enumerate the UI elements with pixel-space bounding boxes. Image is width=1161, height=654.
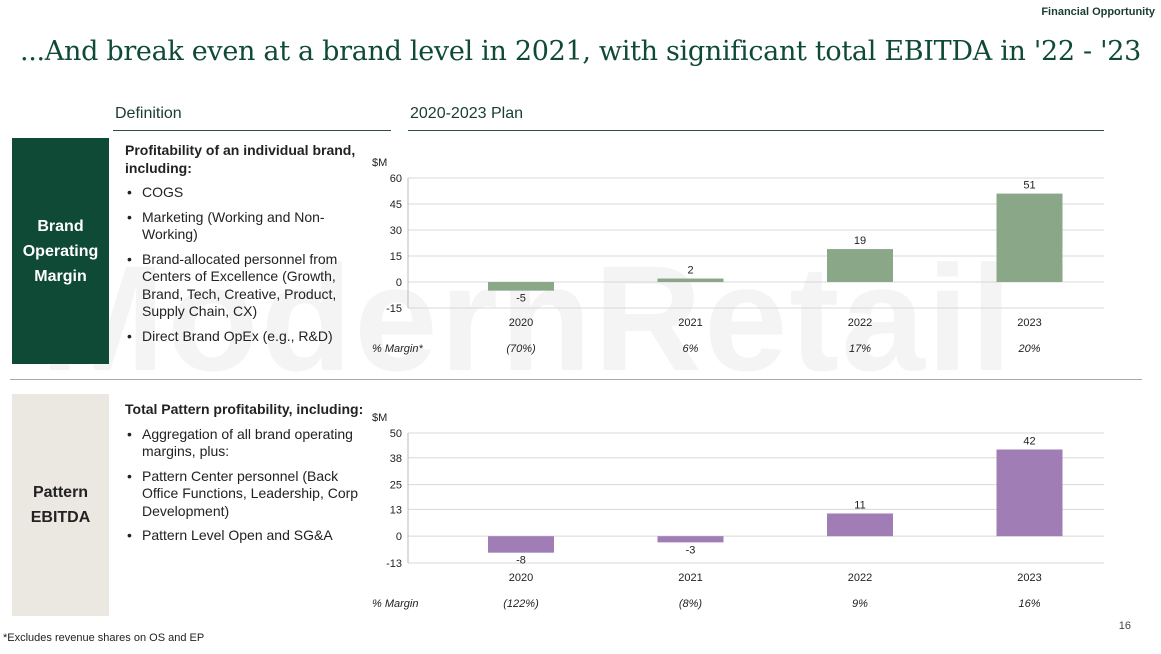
x-tick-label: 2021	[678, 317, 702, 329]
margin-value: 20%	[1018, 343, 1041, 355]
page-title: ...And break even at a brand level in 20…	[19, 36, 1142, 67]
margin-label: % Margin*	[372, 343, 423, 355]
bar	[657, 536, 724, 543]
margin-label: % Margin	[372, 598, 419, 610]
brand-chart: $M 60 45 30 15 0 -15 -5 2020 2 2021 19 2022 51 2023 % …	[362, 150, 1122, 362]
list-item: Pattern Level Open and SG&A	[125, 527, 375, 545]
x-tick-label: 2023	[1017, 572, 1041, 584]
list-item: Direct Brand OpEx (e.g., R&D)	[125, 328, 375, 346]
y-tick-label: 13	[390, 504, 402, 516]
pattern-margin-row: % Margin (122%) (8%) 9% 16%	[362, 598, 1122, 614]
x-tick-label: 2020	[509, 317, 533, 329]
pattern-label-box: Pattern EBITDA	[12, 394, 109, 616]
plan-header: 2020-2023 Plan	[410, 105, 523, 122]
data-label: 2	[687, 265, 693, 277]
row-divider	[10, 379, 1142, 380]
bar	[488, 282, 554, 291]
definition-rule	[113, 130, 391, 131]
brand-label-line: Brand	[37, 217, 84, 235]
bar	[657, 278, 724, 282]
margin-value: 6%	[682, 343, 699, 355]
bar	[996, 449, 1063, 537]
brand-definition: Profitability of an individual brand, in…	[125, 142, 375, 352]
page-number: 16	[1118, 620, 1131, 632]
pattern-list: Aggregation of all brand operating margi…	[125, 426, 375, 545]
data-label: 11	[854, 499, 865, 511]
data-label: -8	[516, 555, 526, 567]
margin-value: 17%	[848, 343, 872, 355]
list-item: Brand-allocated personnel from Centers o…	[125, 251, 375, 321]
pattern-intro: Total Pattern profitability, including:	[125, 401, 364, 417]
pattern-definition: Total Pattern profitability, including: …	[125, 401, 375, 552]
list-item: COGS	[125, 184, 375, 202]
list-item: Aggregation of all brand operating margi…	[125, 426, 375, 461]
bar	[996, 193, 1063, 282]
definition-header: Definition	[115, 105, 182, 122]
plan-rule	[408, 130, 1104, 131]
y-tick-label: 25	[390, 480, 402, 492]
y-tick-label: -15	[386, 303, 402, 315]
data-label: -3	[686, 544, 696, 556]
x-tick-label: 2022	[848, 572, 872, 584]
bar	[827, 513, 893, 537]
section-tag: Financial Opportunity	[1041, 6, 1155, 18]
data-label: -5	[516, 293, 526, 305]
pattern-chart-svg: $M50 38 25 13 0 -13 -8 2020 -3 2021 11 2022 42 2023	[372, 412, 1104, 584]
data-label: 42	[1023, 436, 1035, 448]
list-item: Pattern Center personnel (Back Office Fu…	[125, 468, 375, 521]
x-tick-label: 2021	[678, 572, 702, 584]
brand-label-line: Operating	[22, 242, 99, 260]
x-tick-label: 2023	[1017, 317, 1041, 329]
pattern-label-line: EBITDA	[30, 509, 91, 526]
y-tick-label: 45	[390, 199, 402, 211]
margin-value: 9%	[852, 598, 868, 610]
x-tick-label: 2020	[509, 572, 533, 584]
y-tick-label: 38	[390, 453, 402, 465]
brand-intro: Profitability of an individual brand, in…	[125, 142, 356, 176]
y-tick-label: 0	[396, 277, 402, 289]
data-label: 19	[854, 235, 866, 247]
y-tick-label: 30	[390, 225, 402, 237]
brand-list: COGS Marketing (Working and Non-Working)…	[125, 184, 375, 345]
margin-value: (8%)	[678, 598, 703, 610]
data-label: 51	[1023, 180, 1035, 192]
unit-label: $M	[372, 412, 387, 424]
y-tick-label: 0	[396, 531, 402, 543]
margin-value: 16%	[1018, 598, 1041, 610]
bar	[827, 249, 893, 282]
y-tick-label: 15	[390, 251, 402, 263]
y-tick-label: 60	[390, 173, 402, 185]
pattern-chart: $M 50 38 25 13 0 -13 -8 2020 -3 2021 11 2022 42 2023 %…	[362, 405, 1122, 617]
bar	[488, 536, 554, 553]
brand-margin-row: % Margin* (70%) 6% 17% 20%	[362, 343, 1122, 359]
unit-label: $M	[372, 157, 387, 169]
brand-chart-svg: $M60 45 30 15 0 -15 -5 2020 2 2021 19 2022 51 2023	[372, 157, 1104, 329]
y-tick-label: 50	[390, 428, 402, 440]
brand-label-line: Margin	[34, 267, 87, 285]
margin-value: (122%)	[503, 598, 539, 610]
brand-label-box: Brand Operating Margin	[12, 138, 109, 364]
margin-value: (70%)	[506, 343, 536, 355]
pattern-label-line: Pattern	[32, 484, 89, 501]
footnote: *Excludes revenue shares on OS and EP	[3, 632, 205, 644]
list-item: Marketing (Working and Non-Working)	[125, 209, 375, 244]
x-tick-label: 2022	[848, 317, 872, 329]
y-tick-label: -13	[386, 558, 402, 570]
